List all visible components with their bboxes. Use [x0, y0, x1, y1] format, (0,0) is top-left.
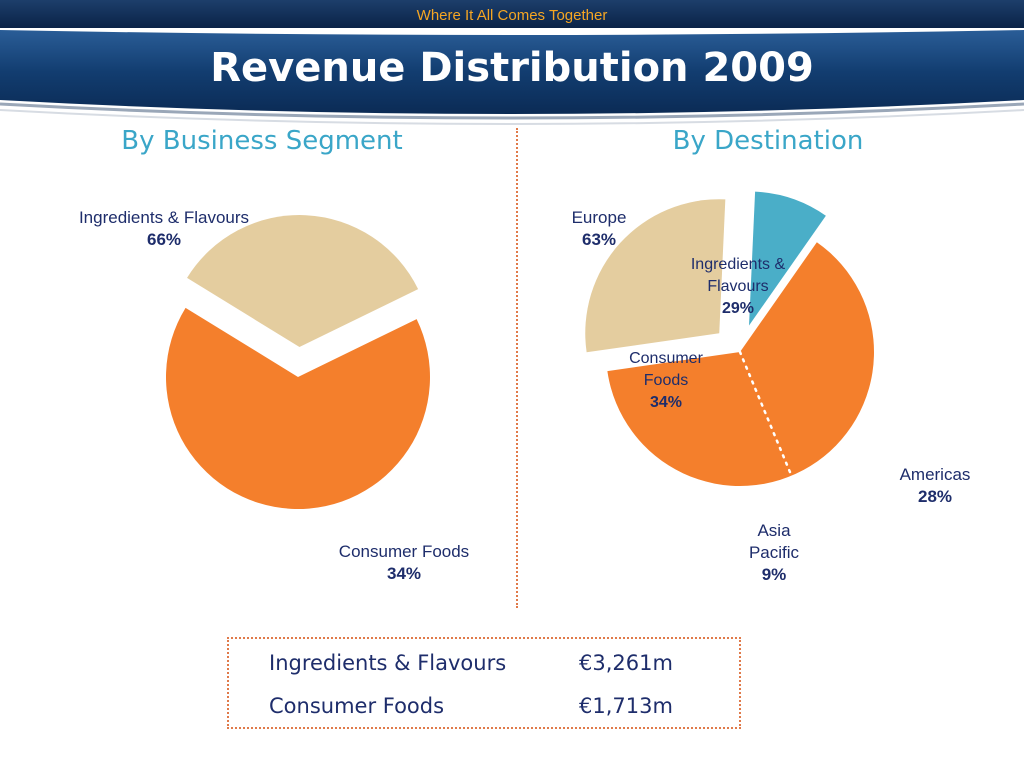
label-text-line2: Foods	[643, 372, 689, 389]
label-americas: Americas 28%	[880, 464, 990, 508]
label-asia-pacific: Asia Pacific 9%	[724, 520, 824, 586]
chart-title-destination: By Destination	[672, 126, 864, 156]
destination-slice-americas	[585, 199, 726, 353]
label-pct: 63%	[581, 230, 617, 249]
section-divider	[516, 128, 518, 608]
label-ingredients-flavours-segment: Ingredients & Flavours 66%	[54, 207, 274, 251]
summary-name: Consumer Foods	[269, 694, 445, 718]
label-text-line1: Consumer	[629, 350, 703, 367]
label-text: Europe	[571, 208, 627, 227]
label-text-line2: Flavours	[707, 278, 769, 295]
label-text: Ingredients & Flavours	[78, 208, 250, 227]
label-europe-consumer-foods: Consumer Foods 34%	[606, 348, 726, 414]
header-banner	[0, 0, 1024, 125]
label-europe: Europe 63%	[549, 207, 649, 251]
label-europe-ingredients-flavours: Ingredients & Flavours 29%	[668, 254, 808, 320]
destination-slice-europe	[607, 242, 874, 486]
page-title: Revenue Distribution 2009	[210, 45, 814, 91]
segment-slice-consumer-foods	[187, 215, 419, 348]
summary-name: Ingredients & Flavours	[269, 651, 507, 675]
label-pct: 34%	[649, 394, 683, 411]
label-pct: 34%	[386, 564, 422, 583]
label-text-line1: Asia	[757, 521, 791, 540]
label-pct: 9%	[761, 565, 787, 584]
summary-value: €1,713m	[579, 694, 673, 718]
label-pct: 28%	[917, 487, 953, 506]
label-text-line2: Pacific	[748, 543, 800, 562]
label-text: Consumer Foods	[338, 542, 470, 561]
summary-value: €3,261m	[579, 651, 673, 675]
revenue-summary-box: Ingredients & Flavours €3,261m Consumer …	[227, 637, 741, 729]
destination-slice-asia-pacific	[749, 191, 826, 326]
label-text-line1: Ingredients &	[690, 256, 786, 273]
europe-sub-slice-divider	[738, 350, 793, 477]
label-pct: 29%	[721, 300, 755, 317]
label-consumer-foods-segment: Consumer Foods 34%	[314, 541, 494, 585]
chart-title-business-segment: By Business Segment	[121, 126, 403, 156]
label-text: Americas	[899, 465, 971, 484]
segment-slice-ingredients-flavours	[165, 307, 430, 510]
label-pct: 66%	[146, 230, 182, 249]
header-tagline: Where It All Comes Together	[416, 7, 608, 24]
